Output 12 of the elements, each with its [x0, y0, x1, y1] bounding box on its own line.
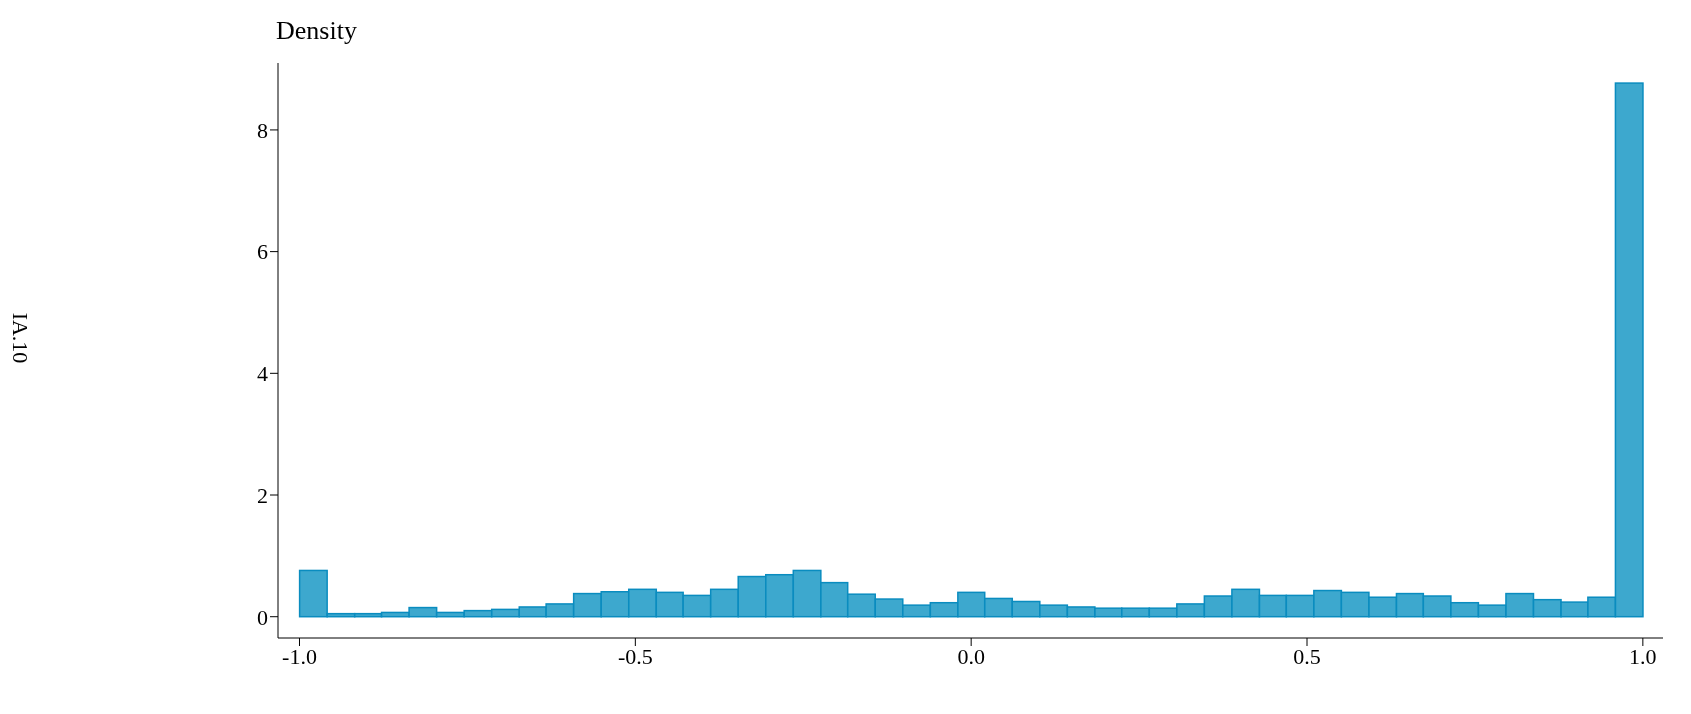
x-tick-label: -1.0 [282, 643, 317, 669]
y-tick-label: 2 [257, 482, 268, 508]
x-tick-label: 1.0 [1629, 643, 1657, 669]
y-tick-label: 6 [257, 239, 268, 265]
x-tick-label: 0.0 [957, 643, 985, 669]
y-tick-label: 0 [257, 604, 268, 630]
y-tick-label: 8 [257, 117, 268, 143]
text: IA.10 [8, 312, 33, 364]
y-tick-label: 4 [257, 361, 268, 387]
x-tick-label: -0.5 [617, 643, 653, 669]
chart-title: Density [276, 16, 357, 46]
x-tick-label: 0.5 [1293, 643, 1321, 669]
